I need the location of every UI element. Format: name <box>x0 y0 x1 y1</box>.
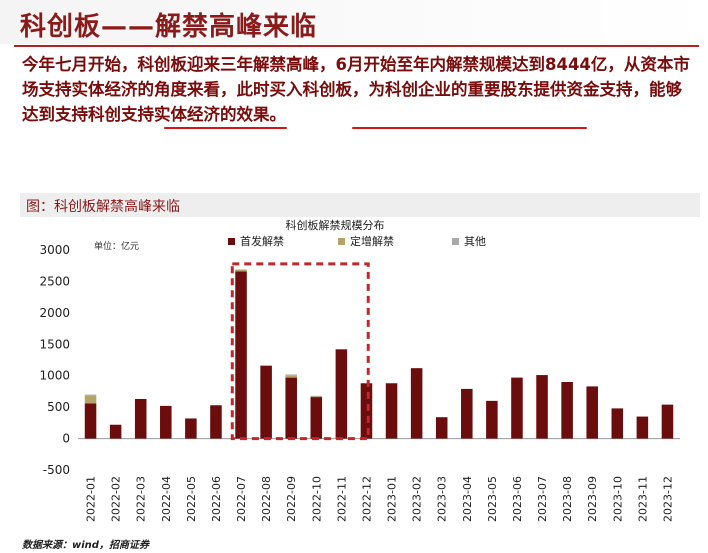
bar-2022-03-s0 <box>134 398 147 439</box>
x-tick-label: 2023-09 <box>586 476 599 522</box>
figure-caption-bar <box>20 193 700 217</box>
x-tick-label: 2023-08 <box>561 476 574 522</box>
x-tick-label: 2023-01 <box>386 476 399 522</box>
slide-title: 科创板——解禁高峰来临 <box>20 12 318 42</box>
title-bar <box>0 0 708 44</box>
x-tick-label: 2022-12 <box>360 476 373 522</box>
x-axis: 2022-01 2022-02 2022-03 2022-04 2022-05 2022-… <box>85 476 675 522</box>
bar-2022-06-s0 <box>210 405 222 439</box>
x-tick-label: 2022-05 <box>185 476 198 522</box>
x-tick-label: 2023-03 <box>436 476 449 522</box>
y-tick-label: -500 <box>43 463 70 477</box>
bar-2022-10-s2 <box>310 395 323 397</box>
y-tick-label: 500 <box>47 400 70 414</box>
bar-2022-09-s1 <box>285 375 297 378</box>
bar-2023-10-s0 <box>611 408 624 439</box>
x-tick-label: 2023-12 <box>661 476 674 522</box>
y-tick-label: 2500 <box>39 274 70 288</box>
x-tick-label: 2023-10 <box>611 476 624 522</box>
bar-2022-01-s0 <box>84 403 97 439</box>
bar-2022-08-s0 <box>260 365 272 439</box>
y-tick-label: 3000 <box>39 243 70 257</box>
bar-2023-11-s0 <box>636 416 649 439</box>
bar-2023-05-s0 <box>486 400 498 439</box>
y-tick-label: 1500 <box>39 337 70 351</box>
bar-2023-04-s0 <box>461 388 473 439</box>
chart-legend: 首发解禁 定增解禁 其他 <box>228 234 486 248</box>
x-tick-label: 2023-11 <box>636 476 649 522</box>
x-tick-label: 2022-04 <box>160 476 173 522</box>
bar-2023-08-s0 <box>561 382 573 439</box>
bar-2022-09-s2 <box>285 374 297 376</box>
bar-2022-07-s0 <box>235 271 247 439</box>
legend-swatch <box>228 238 235 245</box>
bar-2022-01-s1 <box>84 395 97 404</box>
legend-label: 首发解禁 <box>240 234 284 248</box>
bar-2022-10-s1 <box>310 396 323 398</box>
bar-2022-05-s0 <box>185 418 197 439</box>
bar-2023-06-s0 <box>511 377 523 439</box>
bar-2023-01-s0 <box>385 383 398 439</box>
x-tick-label: 2022-06 <box>210 476 223 522</box>
bar-2023-12-s0 <box>661 404 674 439</box>
chart-title: 科创板解禁规模分布 <box>286 218 385 232</box>
y-tick-label: 0 <box>62 432 70 446</box>
bar-2022-02-s0 <box>109 424 122 439</box>
unit-label: 单位：亿元 <box>94 240 139 252</box>
bar-series <box>84 269 674 439</box>
emphasis-underline-2 <box>352 127 587 129</box>
y-tick-label: 1000 <box>39 369 70 383</box>
x-tick-label: 2022-10 <box>310 476 323 522</box>
legend-label: 定增解禁 <box>350 234 394 248</box>
y-axis: -500 0 500 1000 1500 2000 2500 3000 <box>39 243 680 477</box>
bar-2023-09-s0 <box>586 386 598 439</box>
bar-2023-03-s0 <box>435 417 448 439</box>
x-tick-label: 2023-05 <box>486 476 499 522</box>
legend-label: 其他 <box>464 235 486 248</box>
emphasis-underline-1 <box>164 127 287 129</box>
bar-2022-04-s0 <box>160 405 172 439</box>
figure-caption: 图：科创板解禁高峰来临 <box>26 199 180 215</box>
bar-2023-07-s0 <box>536 375 548 439</box>
x-tick-label: 2022-09 <box>285 476 298 522</box>
bar-2022-01-s2 <box>84 394 97 396</box>
release-scale-chart: 科创板解禁规模分布 单位：亿元 首发解禁 定增解禁 其他 -500 0 500 1000 1… <box>39 218 680 522</box>
bar-2022-09-s0 <box>285 377 297 439</box>
x-tick-label: 2023-07 <box>536 476 549 522</box>
bar-2022-07-s1 <box>235 269 247 272</box>
title-divider <box>14 45 699 47</box>
legend-swatch <box>452 238 459 245</box>
bar-2022-10-s0 <box>310 397 323 439</box>
x-tick-label: 2023-02 <box>411 476 424 522</box>
bar-2022-11-s0 <box>335 349 348 439</box>
y-tick-label: 2000 <box>39 306 70 320</box>
x-tick-label: 2022-08 <box>260 476 273 522</box>
bar-2022-12-s0 <box>360 383 373 439</box>
x-tick-label: 2022-02 <box>110 476 123 522</box>
x-tick-label: 2023-06 <box>511 476 524 522</box>
source-note: 数据来源：wind，招商证券 <box>22 540 149 551</box>
highlight-box <box>230 262 370 441</box>
legend-swatch <box>338 238 345 245</box>
summary-paragraph: 今年七月开始，科创板迎来三年解禁高峰，6月开始至年内解禁规模达到8444亿，从资… <box>22 55 690 124</box>
bar-2023-02-s0 <box>410 368 423 439</box>
x-tick-label: 2022-01 <box>85 476 98 522</box>
x-tick-label: 2022-03 <box>135 476 148 522</box>
x-tick-label: 2022-07 <box>235 476 248 522</box>
x-tick-label: 2022-11 <box>335 476 348 522</box>
x-tick-label: 2023-04 <box>461 476 474 522</box>
